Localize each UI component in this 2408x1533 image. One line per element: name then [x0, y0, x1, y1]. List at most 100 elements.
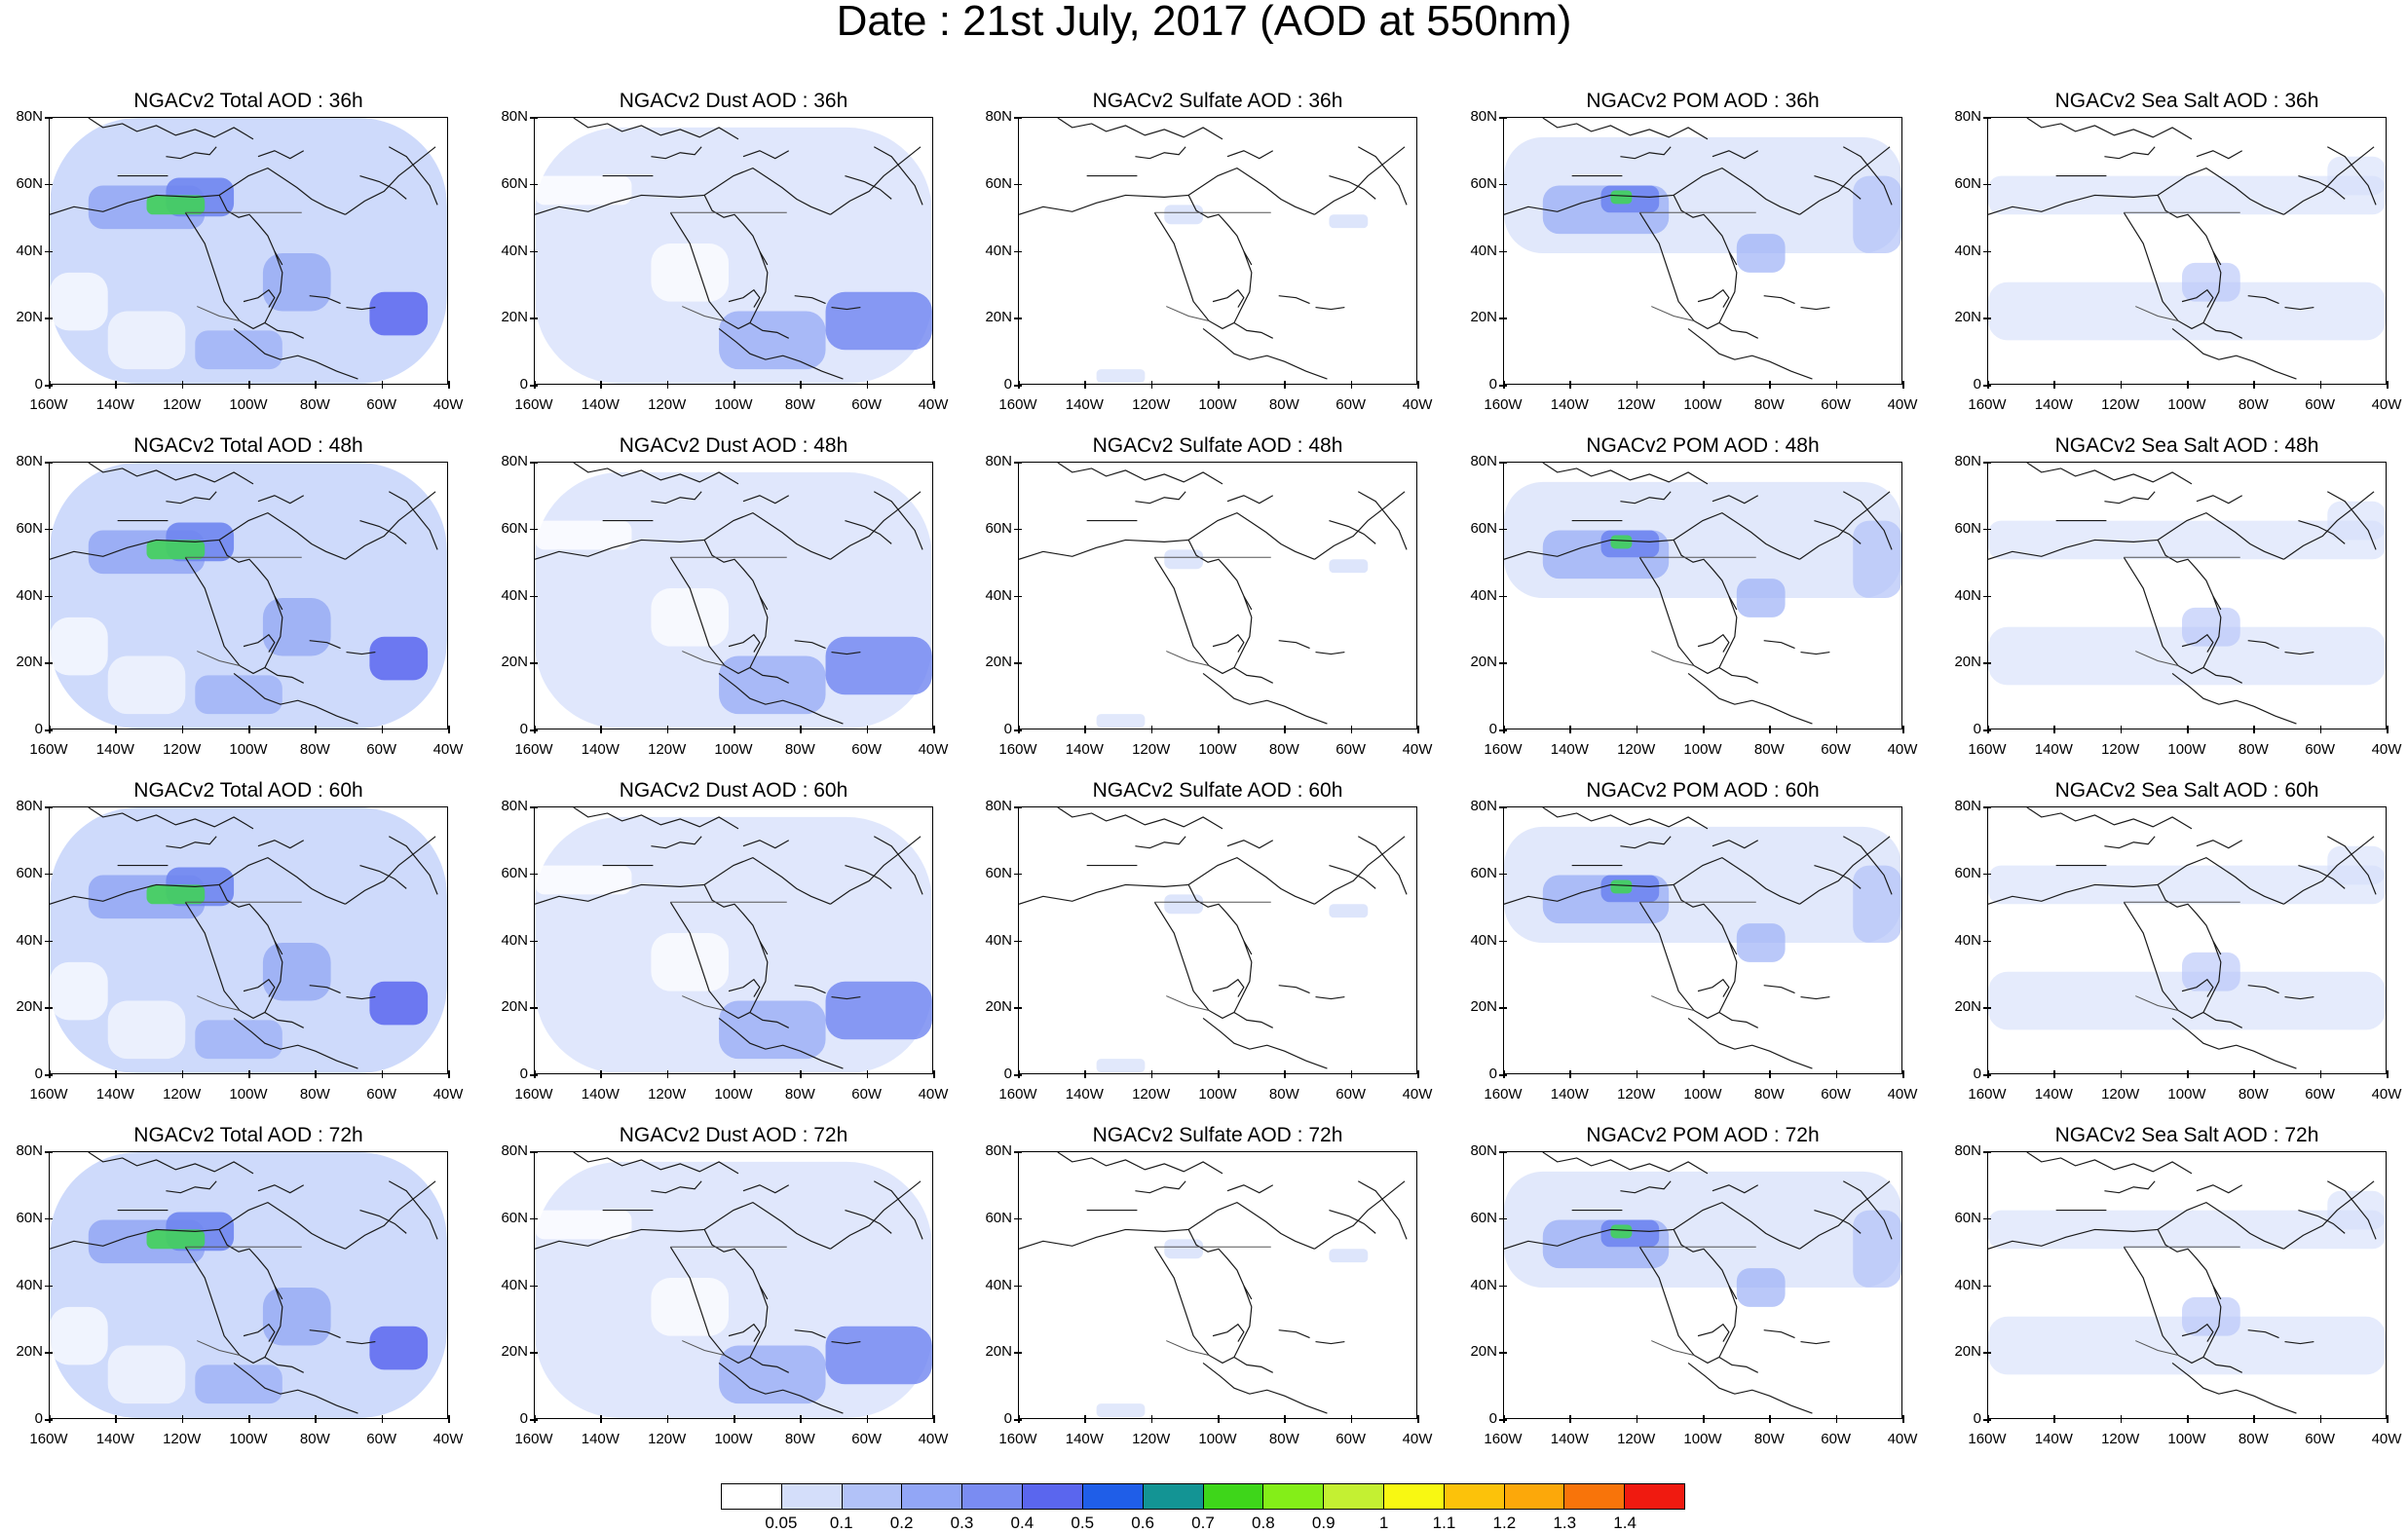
lat-tick-label: 80N [501, 1142, 528, 1159]
lon-tick [1703, 1070, 1705, 1078]
lat-tick-label: 20N [16, 998, 43, 1016]
lon-tick [2120, 1415, 2123, 1423]
panel-title: NGACv2 Sea Salt AOD : 48h [2054, 434, 2319, 457]
lon-tick-label: 140W [2034, 741, 2073, 758]
map-panel: NGACv2 Dust AOD : 72h 80N 60N 40N 20N 0 160W 14… [485, 1034, 966, 1447]
lat-tick [1014, 940, 1022, 942]
lat-tick [1014, 1352, 1022, 1354]
lat-tick [1014, 1151, 1022, 1153]
lon-tick-label: 40W [1887, 1431, 1918, 1447]
lat-tick-label: 60N [501, 1209, 528, 1226]
lat-tick-label: 60N [985, 174, 1012, 192]
lon-tick-label: 140W [95, 741, 134, 758]
lat-tick [530, 1007, 538, 1009]
lon-tick-label: 160W [998, 741, 1037, 758]
lon-tick [1987, 381, 1989, 389]
map-panel: NGACv2 Sulfate AOD : 48h 80N 60N 40N 20N 0 160… [969, 345, 1450, 758]
lon-tick [1703, 726, 1705, 733]
lat-tick [1014, 873, 1022, 876]
map-plot [1987, 806, 2387, 1074]
colorbar-label: 0.8 [1252, 1514, 1275, 1532]
colorbar-swatch [1444, 1484, 1505, 1509]
lon-tick [1417, 1070, 1419, 1078]
lon-tick-label: 80W [299, 396, 330, 413]
lon-tick [734, 1415, 735, 1423]
lon-tick-label: 40W [1402, 741, 1433, 758]
lat-tick-label: 0 [519, 1066, 528, 1082]
colorbar-label: 0.6 [1131, 1514, 1154, 1532]
lon-tick [800, 1415, 802, 1423]
lat-tick [1014, 1285, 1022, 1287]
map-plot [1503, 117, 1902, 385]
lon-tick [1902, 381, 1904, 389]
lon-tick-label: 120W [648, 1431, 687, 1447]
lon-tick [933, 726, 935, 733]
main-title: Date : 21st July, 2017 (AOD at 550nm) [836, 0, 1572, 45]
lon-tick-label: 160W [514, 1431, 553, 1447]
lon-tick [800, 726, 802, 733]
lat-tick-label: 20N [501, 1343, 528, 1361]
lon-tick-label: 100W [229, 1431, 268, 1447]
lon-tick-label: 120W [163, 741, 202, 758]
lon-tick [2120, 381, 2123, 389]
lon-tick [1350, 726, 1353, 733]
lat-tick [1983, 250, 1991, 252]
lon-tick [666, 381, 669, 389]
lon-tick [2319, 381, 2322, 389]
lon-tick [248, 726, 250, 733]
lat-tick-label: 80N [985, 453, 1012, 469]
lat-tick-label: 60N [985, 864, 1012, 881]
lat-tick [45, 595, 53, 597]
lon-tick [2319, 1415, 2322, 1423]
lon-tick-label: 160W [514, 396, 553, 413]
lon-tick-label: 80W [1753, 741, 1785, 758]
lon-tick-label: 60W [2305, 741, 2336, 758]
lon-tick-label: 80W [784, 741, 815, 758]
lon-tick [734, 381, 735, 389]
lon-tick [800, 381, 802, 389]
lon-tick [2187, 1070, 2189, 1078]
lat-tick [1983, 662, 1991, 664]
lat-tick-label: 80N [16, 798, 43, 814]
lon-tick [1769, 726, 1771, 733]
lon-tick-label: 160W [29, 396, 68, 413]
lon-tick-label: 140W [95, 1086, 134, 1103]
lat-tick-label: 0 [1973, 1066, 1981, 1082]
lon-tick [1902, 726, 1904, 733]
lon-tick [534, 726, 536, 733]
lat-tick-label: 20N [16, 654, 43, 671]
lon-tick [2387, 1070, 2389, 1078]
map-panel: NGACv2 Total AOD : 60h 80N 60N 40N 20N 0 160W 1… [0, 690, 481, 1103]
lon-tick-label: 40W [918, 396, 949, 413]
lon-tick [1703, 1415, 1705, 1423]
lon-tick [2120, 1070, 2123, 1078]
lon-tick [1350, 1415, 1353, 1423]
map-plot [49, 806, 448, 1074]
lon-tick [1503, 1070, 1505, 1078]
lon-tick [800, 1070, 802, 1078]
lon-tick [2053, 381, 2055, 389]
lon-tick-label: 120W [2101, 741, 2140, 758]
lon-tick [1503, 726, 1505, 733]
lat-tick-label: 0 [1488, 376, 1497, 393]
lon-tick [1902, 1070, 1904, 1078]
lon-tick [734, 726, 735, 733]
colorbar-swatch [1383, 1484, 1445, 1509]
map-panel: NGACv2 Dust AOD : 48h 80N 60N 40N 20N 0 160W 14… [485, 345, 966, 758]
lat-tick-label: 80N [501, 453, 528, 469]
lat-tick [1499, 1352, 1507, 1354]
colorbar-swatch [1023, 1484, 1083, 1509]
panel-title: NGACv2 POM AOD : 36h [1586, 90, 1820, 112]
lat-tick-label: 60N [1470, 519, 1497, 537]
lon-tick [2319, 726, 2322, 733]
lat-tick-label: 0 [1003, 721, 1012, 737]
lon-tick [1769, 381, 1771, 389]
lon-tick [866, 726, 869, 733]
lon-tick [1569, 381, 1571, 389]
lat-tick [1499, 1217, 1507, 1220]
lon-tick [600, 1415, 602, 1423]
lon-tick-label: 80W [2238, 1086, 2269, 1103]
lat-tick [1983, 595, 1991, 597]
lat-tick [530, 318, 538, 319]
lat-tick [1983, 183, 1991, 186]
